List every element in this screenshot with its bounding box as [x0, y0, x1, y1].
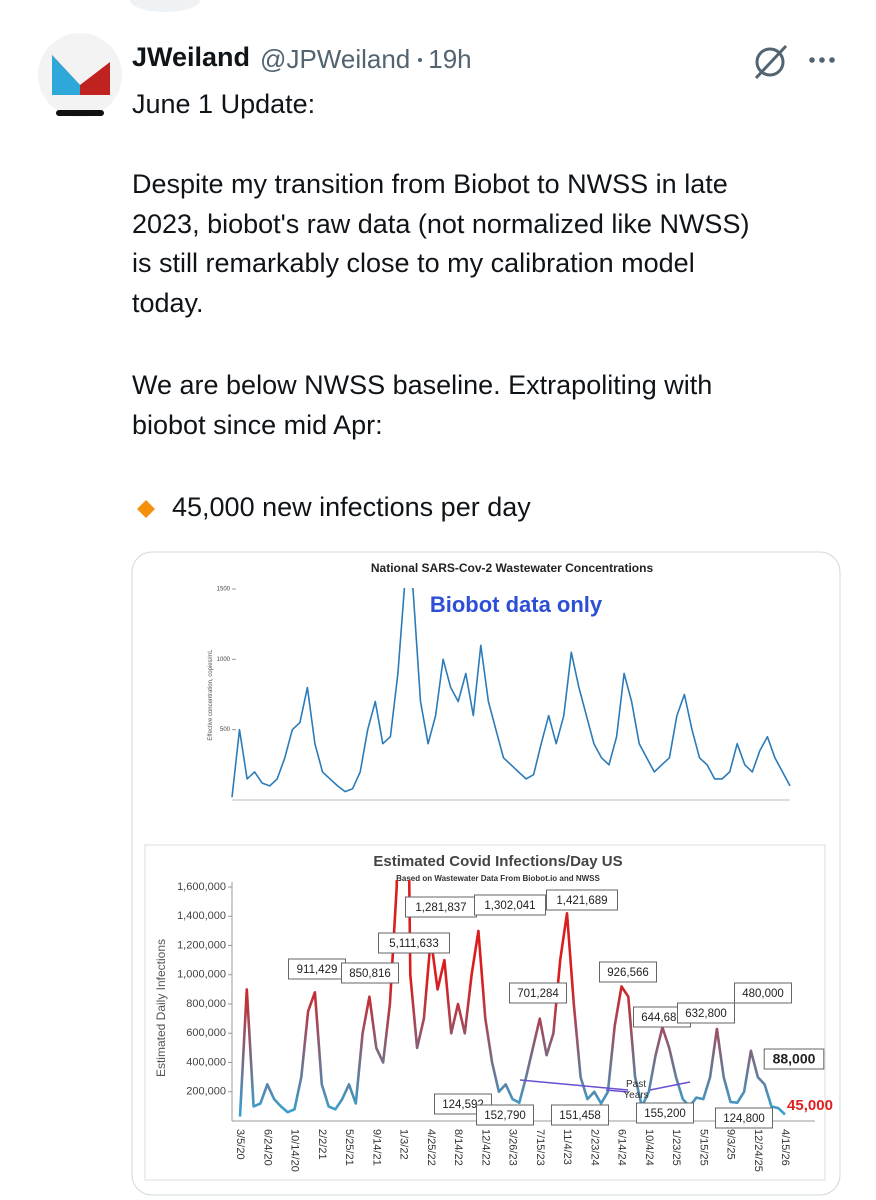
x-tick-label: 10/4/24: [643, 1129, 655, 1166]
annotation-label: 926,566: [607, 967, 649, 979]
x-tick-label: 3/5/20: [234, 1129, 246, 1160]
tweet-text: We are below NWSS baseline. Extrapolitin…: [132, 370, 713, 400]
arrow: [649, 1081, 691, 1091]
annotation-box: [715, 1107, 773, 1129]
bullet-diamond: [137, 500, 155, 518]
annotation-label: 480,000: [742, 988, 784, 1000]
annotation-box: [599, 961, 657, 983]
x-tick-label: 5/25/21: [343, 1129, 355, 1166]
x-tick-label: 4/25/22: [425, 1129, 437, 1166]
x-tick-label: 2/2/21: [316, 1129, 328, 1160]
chart-title: National SARS-Cov-2 Wastewater Concentra…: [371, 561, 654, 575]
x-tick-label: 12/4/22: [479, 1129, 491, 1166]
timestamp[interactable]: 19h: [428, 44, 472, 74]
annotation-box: [474, 894, 546, 916]
arrow: [519, 1079, 629, 1091]
annotation-label: 5,111,633: [389, 938, 438, 950]
note-label: Years: [623, 1090, 648, 1101]
x-tick-label: 9/14/21: [370, 1129, 382, 1166]
annotation-box: [378, 932, 450, 954]
separator-dot: [418, 58, 423, 62]
x-tick-label: 6/14/24: [616, 1129, 628, 1166]
note-label: Past: [626, 1079, 646, 1090]
x-tick-label: 7/15/23: [534, 1129, 546, 1166]
annotation-label: 124,592: [442, 1099, 484, 1111]
arrow: [605, 1089, 629, 1093]
chart-annotation: Biobot data only: [430, 592, 603, 617]
prev-avatar: [130, 0, 200, 12]
annotation-label: 155,200: [644, 1108, 686, 1120]
annotation-label: 88,000: [773, 1051, 816, 1067]
tweet-text: 45,000 new infections per day: [172, 492, 531, 522]
x-tick-label: 2/23/24: [588, 1129, 600, 1166]
x-tick-label: 5/15/25: [697, 1129, 709, 1166]
annotation-box: [636, 1102, 694, 1124]
annotation-box: [734, 982, 792, 1004]
x-tick-label: 12/24/25: [752, 1129, 764, 1172]
x-tick-label: 1/3/22: [398, 1129, 410, 1160]
annotation-label: 701,284: [517, 988, 559, 1000]
more-button[interactable]: [809, 57, 835, 63]
x-tick-label: 11/4/23: [561, 1129, 573, 1165]
annotation-label: 911,429: [297, 964, 338, 976]
annotation-label: 850,816: [349, 968, 391, 980]
x-tick-label: 1/23/25: [670, 1129, 682, 1166]
author-handle[interactable]: @JPWeiland: [260, 44, 411, 74]
y-tick-label: 200,000: [186, 1086, 226, 1098]
chart-title: Estimated Covid Infections/Day US: [373, 853, 622, 870]
y-tick-label: 1,000,000: [177, 969, 226, 981]
grok-icon[interactable]: [754, 44, 788, 80]
tweet-text: biobot since mid Apr:: [132, 409, 383, 440]
tweet-text: 2023, biobot's raw data (not normalized …: [132, 208, 750, 239]
y-axis-label: Effective concentration, copies/mL: [208, 649, 214, 741]
annotation-label: 644,683: [641, 1012, 683, 1024]
annotation-box: [763, 1048, 825, 1070]
chart1-panel: [205, 558, 797, 822]
y-tick-label: 1,600,000: [177, 881, 226, 893]
annotation-label: 1,281,837: [415, 902, 466, 914]
y-tick-label: 500: [220, 727, 231, 733]
annotation-label: 152,790: [484, 1110, 526, 1122]
annotation-box: [551, 1104, 609, 1126]
x-tick-label: 9/3/25: [725, 1129, 737, 1160]
annotation-label: 124,800: [723, 1113, 765, 1125]
data-line: [238, 880, 786, 1117]
tweet-text: June 1 Update:: [132, 89, 316, 119]
y-tick-label: 1000: [217, 657, 231, 663]
data-line: [231, 588, 791, 798]
chart-subtitle: Based on Wastewater Data From Biobot.io …: [396, 874, 600, 883]
x-tick-label: 4/15/26: [779, 1129, 791, 1166]
annotation-label: 45,000: [787, 1097, 833, 1114]
y-axis-label: Estimated Daily Infections: [154, 939, 168, 1077]
x-tick-label: 6/24/20: [261, 1129, 273, 1166]
annotation-box: [509, 982, 567, 1004]
x-tick-label: 3/26/23: [507, 1129, 519, 1166]
annotation-label: 151,458: [559, 1110, 601, 1122]
tweet-text: is still remarkably close to my calibrat…: [132, 248, 695, 278]
y-tick-label: 800,000: [186, 998, 226, 1010]
y-tick-label: 1500: [217, 587, 231, 593]
annotation-box: [341, 962, 399, 984]
tweet-text: Despite my transition from Biobot to NWS…: [132, 169, 728, 199]
y-tick-label: 1,400,000: [177, 910, 226, 922]
tweet-text: today.: [132, 287, 204, 318]
avatar: [38, 33, 122, 117]
annotation-label: 1,302,041: [484, 900, 535, 912]
y-tick-label: 600,000: [186, 1027, 226, 1039]
annotation-box: [677, 1002, 735, 1024]
x-tick-label: 8/14/22: [452, 1129, 464, 1166]
annotation-box: [476, 1104, 534, 1126]
annotation-box: [546, 889, 618, 911]
y-tick-label: 400,000: [186, 1056, 226, 1068]
annotation-label: 1,421,689: [556, 895, 607, 907]
author-name[interactable]: JWeiland: [132, 42, 251, 72]
x-tick-label: 10/14/20: [289, 1129, 301, 1172]
y-tick-label: 1,200,000: [177, 939, 226, 951]
annotation-label: 632,800: [685, 1008, 727, 1020]
